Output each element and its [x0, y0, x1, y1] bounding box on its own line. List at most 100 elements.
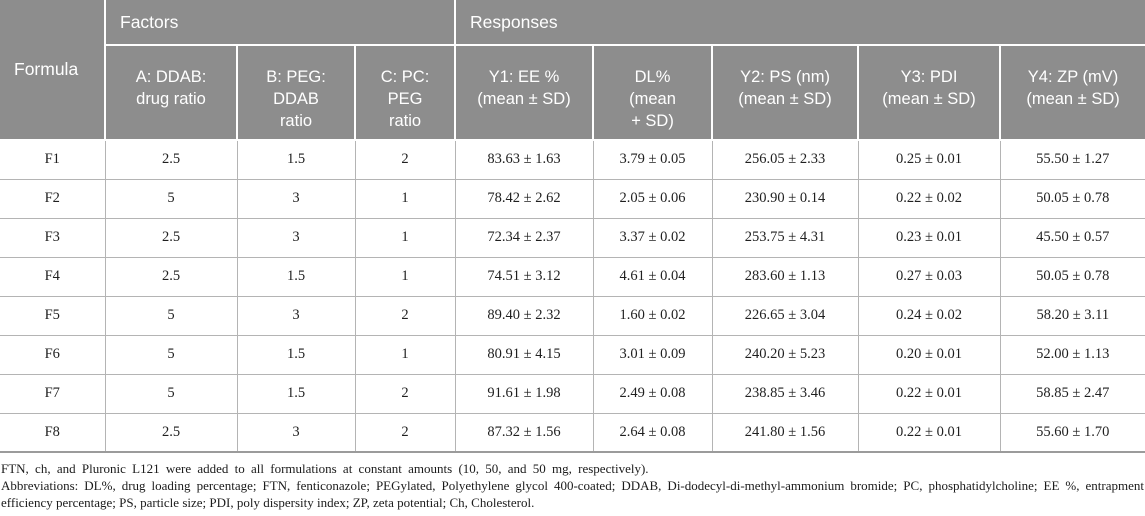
table-cell: 3.37 ± 0.02: [592, 217, 713, 258]
table-cell: 0.25 ± 0.01: [857, 140, 1001, 180]
table-row-f3: F3 2.5 3 1 72.34 ± 2.37 3.37 ± 0.02 253.…: [0, 217, 1145, 258]
table-cell: 45.50 ± 0.57: [999, 217, 1145, 258]
table-cell: 78.42 ± 2.62: [454, 178, 594, 219]
table-cell: 89.40 ± 2.32: [454, 295, 594, 336]
table-cell: 1: [354, 217, 456, 258]
header-responses: Responses: [454, 0, 1145, 46]
table-cell: 4.61 ± 0.04: [592, 256, 713, 297]
table-cell: 2.5: [104, 256, 238, 297]
table-cell: 5: [104, 373, 238, 414]
footnote-constant-amounts: FTN, ch, and Pluronic L121 were added to…: [1, 461, 649, 476]
table-row-f2: F2 5 3 1 78.42 ± 2.62 2.05 ± 0.06 230.90…: [0, 178, 1145, 219]
table-cell: 72.34 ± 2.37: [454, 217, 594, 258]
table-cell: 253.75 ± 4.31: [711, 217, 859, 258]
table-cell: 2.64 ± 0.08: [592, 412, 713, 453]
table-cell: 2.05 ± 0.06: [592, 178, 713, 219]
table-cell: 256.05 ± 2.33: [711, 140, 859, 180]
table-cell: 3: [236, 178, 356, 219]
table-cell: 3: [236, 217, 356, 258]
table-cell: 2.5: [104, 217, 238, 258]
table-cell: 2: [354, 373, 456, 414]
table-cell: 5: [104, 334, 238, 375]
table-header: Formula Factors Responses A: DDAB: drug …: [0, 0, 1145, 141]
formula-cell: F5: [0, 295, 106, 336]
table-cell: 226.65 ± 3.04: [711, 295, 859, 336]
table-cell: 1: [354, 178, 456, 219]
table-cell: 58.20 ± 3.11: [999, 295, 1145, 336]
table-cell: 55.50 ± 1.27: [999, 140, 1145, 180]
table-cell: 3: [236, 412, 356, 453]
subheader-ddab-drug-ratio: A: DDAB: drug ratio: [105, 44, 238, 141]
subheader-pc-peg-ratio: C: PC: PEG ratio: [353, 44, 457, 141]
table-cell: 0.20 ± 0.01: [857, 334, 1001, 375]
table-cell: 2.49 ± 0.08: [592, 373, 713, 414]
table-cell: 238.85 ± 3.46: [711, 373, 859, 414]
formula-cell: F1: [0, 140, 106, 180]
table-cell: 74.51 ± 3.12: [454, 256, 594, 297]
table-row-f4: F4 2.5 1.5 1 74.51 ± 3.12 4.61 ± 0.04 28…: [0, 256, 1145, 297]
table-cell: 55.60 ± 1.70: [999, 412, 1145, 453]
table-cell: 80.91 ± 4.15: [454, 334, 594, 375]
table-row-f8: F8 2.5 3 2 87.32 ± 1.56 2.64 ± 0.08 241.…: [0, 412, 1145, 453]
table-cell: 0.22 ± 0.01: [857, 412, 1001, 453]
table-cell: 91.61 ± 1.98: [454, 373, 594, 414]
table-cell: 0.22 ± 0.01: [857, 373, 1001, 414]
table-cell: 52.00 ± 1.13: [999, 334, 1145, 375]
header-factors: Factors: [103, 0, 457, 46]
subheader-peg-ddab-ratio: B: PEG: DDAB ratio: [236, 44, 356, 141]
table-cell: 2: [354, 140, 456, 180]
table-cell: 230.90 ± 0.14: [711, 178, 859, 219]
table-cell: 1.5: [236, 373, 356, 414]
table-cell: 5: [104, 295, 238, 336]
table-cell: 241.80 ± 1.56: [711, 412, 859, 453]
formula-cell: F2: [0, 178, 106, 219]
table-cell: 2: [354, 412, 456, 453]
subheader-pdi: Y3: PDI (mean ± SD): [857, 44, 1002, 141]
header-sub-row: A: DDAB: drug ratio B: PEG: DDAB ratio C…: [0, 44, 1145, 141]
table-cell: 87.32 ± 1.56: [454, 412, 594, 453]
table-cell: 5: [104, 178, 238, 219]
table-cell: 50.05 ± 0.78: [999, 256, 1145, 297]
table-cell: 0.22 ± 0.02: [857, 178, 1001, 219]
table-body: F1 2.5 1.5 2 83.63 ± 1.63 3.79 ± 0.05 25…: [0, 140, 1145, 453]
table-cell: 2: [354, 295, 456, 336]
table-cell: 0.23 ± 0.01: [857, 217, 1001, 258]
table-cell: 1: [354, 256, 456, 297]
table-cell: 1.60 ± 0.02: [592, 295, 713, 336]
subheader-ee-percent: Y1: EE % (mean ± SD): [454, 44, 595, 141]
formula-cell: F7: [0, 373, 106, 414]
table-cell: 50.05 ± 0.78: [999, 178, 1145, 219]
table-cell: 1.5: [236, 140, 356, 180]
table-row-f1: F1 2.5 1.5 2 83.63 ± 1.63 3.79 ± 0.05 25…: [0, 140, 1145, 180]
subheader-zeta-potential: Y4: ZP (mV) (mean ± SD): [999, 44, 1145, 141]
table-cell: 1: [354, 334, 456, 375]
table-row-f7: F7 5 1.5 2 91.61 ± 1.98 2.49 ± 0.08 238.…: [0, 373, 1145, 414]
header-group-row: Formula Factors Responses: [0, 0, 1145, 141]
table-row-f5: F5 5 3 2 89.40 ± 2.32 1.60 ± 0.02 226.65…: [0, 295, 1145, 336]
table-cell: 0.27 ± 0.03: [857, 256, 1001, 297]
table-cell: 2.5: [104, 412, 238, 453]
header-formula: Formula: [0, 0, 106, 141]
footnote-abbreviations: Abbreviations: DL%, drug loading percent…: [1, 478, 1144, 510]
subheader-particle-size: Y2: PS (nm) (mean ± SD): [711, 44, 860, 141]
table-cell: 1.5: [236, 256, 356, 297]
table-cell: 0.24 ± 0.02: [857, 295, 1001, 336]
formula-cell: F4: [0, 256, 106, 297]
table-cell: 2.5: [104, 140, 238, 180]
table-footnotes: FTN, ch, and Pluronic L121 were added to…: [0, 453, 1145, 511]
table-cell: 83.63 ± 1.63: [454, 140, 594, 180]
table-cell: 58.85 ± 2.47: [999, 373, 1145, 414]
table-row-f6: F6 5 1.5 1 80.91 ± 4.15 3.01 ± 0.09 240.…: [0, 334, 1145, 375]
formula-cell: F3: [0, 217, 106, 258]
table-cell: 3.79 ± 0.05: [592, 140, 713, 180]
table-cell: 3.01 ± 0.09: [592, 334, 713, 375]
formula-cell: F8: [0, 412, 106, 453]
table-cell: 1.5: [236, 334, 356, 375]
table-cell: 283.60 ± 1.13: [711, 256, 859, 297]
subheader-dl-percent: DL% (mean + SD): [592, 44, 714, 141]
formulation-table: Formula Factors Responses A: DDAB: drug …: [0, 0, 1145, 453]
formula-cell: F6: [0, 334, 106, 375]
table-cell: 240.20 ± 5.23: [711, 334, 859, 375]
table-cell: 3: [236, 295, 356, 336]
